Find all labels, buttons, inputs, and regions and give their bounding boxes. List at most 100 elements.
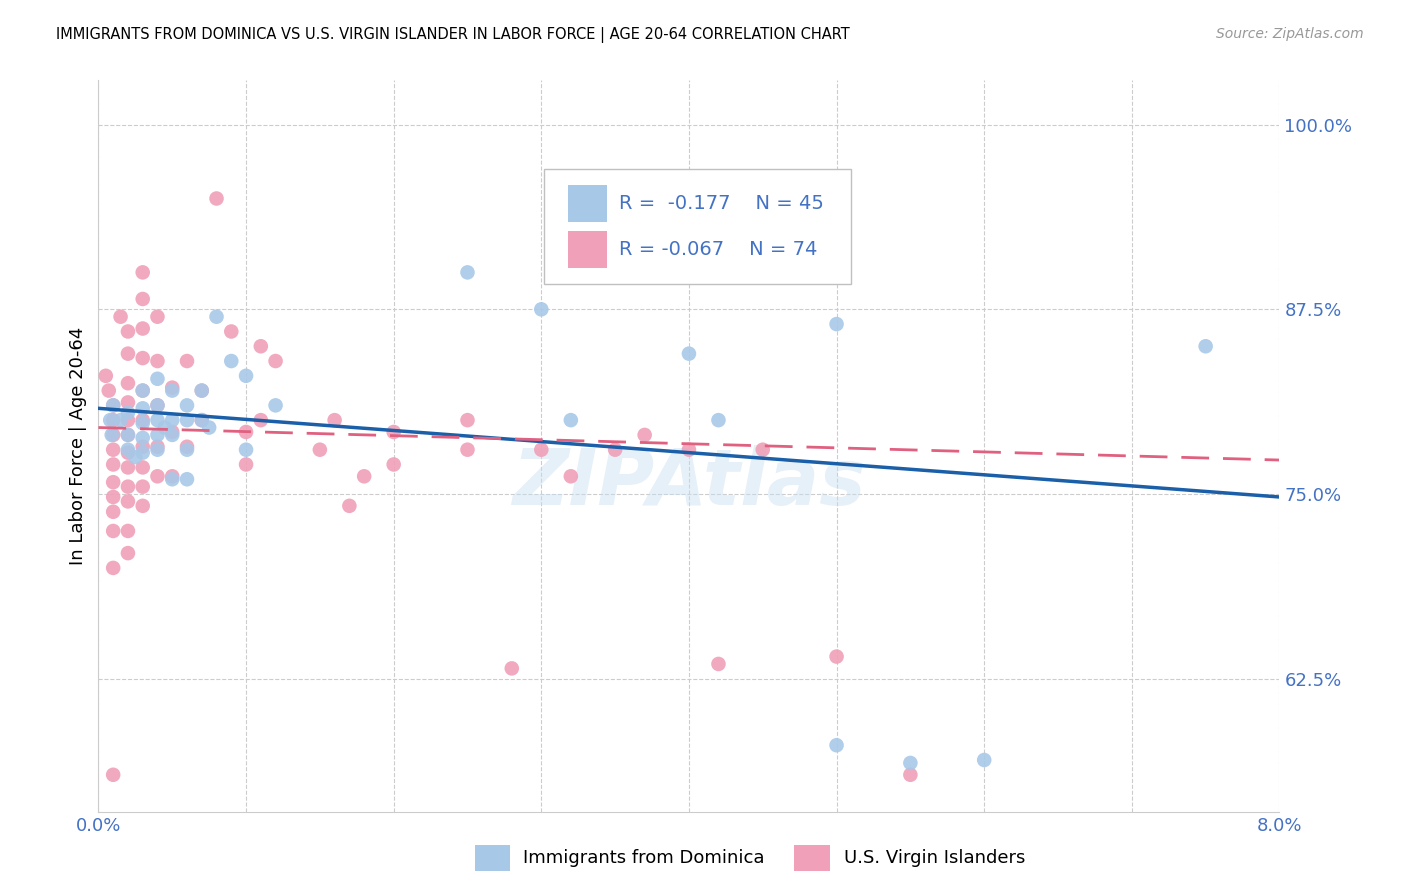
Point bbox=[146, 469, 169, 483]
Point bbox=[98, 413, 121, 427]
Text: ZIPAtlas: ZIPAtlas bbox=[512, 444, 866, 521]
Text: Source: ZipAtlas.com: Source: ZipAtlas.com bbox=[1216, 27, 1364, 41]
Point bbox=[94, 368, 117, 383]
Point bbox=[117, 480, 139, 494]
Point bbox=[146, 428, 169, 442]
Text: IMMIGRANTS FROM DOMINICA VS U.S. VIRGIN ISLANDER IN LABOR FORCE | AGE 20-64 CORR: IMMIGRANTS FROM DOMINICA VS U.S. VIRGIN … bbox=[56, 27, 851, 43]
Point bbox=[501, 661, 523, 675]
Point bbox=[117, 445, 139, 459]
Point bbox=[530, 302, 553, 317]
Text: R =  -0.177    N = 45: R = -0.177 N = 45 bbox=[619, 194, 824, 213]
Point bbox=[103, 490, 125, 504]
Point bbox=[146, 440, 169, 454]
Point bbox=[191, 413, 214, 427]
Point bbox=[250, 413, 273, 427]
Point bbox=[110, 310, 132, 324]
Point bbox=[176, 413, 198, 427]
Point bbox=[176, 442, 198, 457]
Point bbox=[117, 546, 139, 560]
Point bbox=[221, 354, 243, 368]
Point bbox=[117, 460, 139, 475]
Point bbox=[117, 494, 139, 508]
Point bbox=[117, 395, 139, 409]
Point bbox=[146, 372, 169, 386]
Point bbox=[198, 420, 221, 434]
Point bbox=[132, 416, 155, 430]
Point bbox=[132, 265, 155, 279]
Point bbox=[162, 384, 183, 398]
Point bbox=[103, 398, 125, 412]
Point bbox=[382, 425, 405, 439]
Point bbox=[117, 346, 139, 360]
Point bbox=[132, 401, 155, 416]
Point bbox=[103, 768, 125, 782]
Point bbox=[707, 413, 730, 427]
Point bbox=[162, 469, 183, 483]
Point bbox=[560, 469, 582, 483]
Point bbox=[146, 442, 169, 457]
Point bbox=[191, 384, 214, 398]
Point bbox=[103, 413, 125, 427]
Point bbox=[191, 413, 214, 427]
Point bbox=[353, 469, 375, 483]
Point bbox=[205, 192, 228, 206]
Point bbox=[973, 753, 995, 767]
Point bbox=[250, 339, 273, 353]
Point bbox=[132, 384, 155, 398]
Point bbox=[117, 325, 139, 339]
Point bbox=[117, 428, 139, 442]
Point bbox=[117, 406, 139, 420]
Point bbox=[162, 428, 183, 442]
Point bbox=[323, 413, 346, 427]
Point bbox=[530, 442, 553, 457]
Point bbox=[103, 524, 125, 538]
Point bbox=[132, 351, 155, 365]
Point bbox=[900, 768, 922, 782]
Point bbox=[235, 458, 257, 472]
Point bbox=[103, 561, 125, 575]
Point bbox=[457, 265, 479, 279]
Point bbox=[132, 292, 155, 306]
Point bbox=[132, 384, 155, 398]
Point bbox=[900, 756, 922, 770]
Point bbox=[132, 413, 155, 427]
Point bbox=[162, 413, 183, 427]
Point bbox=[117, 428, 139, 442]
Point bbox=[235, 442, 257, 457]
Point bbox=[634, 428, 657, 442]
Point bbox=[146, 413, 169, 427]
Point bbox=[117, 442, 139, 457]
Point bbox=[382, 458, 405, 472]
Point bbox=[146, 310, 169, 324]
Point bbox=[221, 325, 243, 339]
Point bbox=[176, 440, 198, 454]
Point bbox=[162, 472, 183, 486]
Point bbox=[176, 354, 198, 368]
Point bbox=[146, 398, 169, 412]
Point bbox=[176, 472, 198, 486]
Point bbox=[457, 442, 479, 457]
Point bbox=[678, 346, 700, 360]
Point bbox=[132, 445, 155, 459]
Point bbox=[132, 431, 155, 445]
Point bbox=[176, 398, 198, 412]
Point bbox=[103, 398, 125, 412]
Point bbox=[153, 420, 176, 434]
Point bbox=[339, 499, 361, 513]
Point bbox=[825, 738, 848, 752]
Point bbox=[205, 310, 228, 324]
Point bbox=[100, 428, 122, 442]
Point bbox=[264, 398, 287, 412]
Point bbox=[103, 442, 125, 457]
Point bbox=[97, 384, 120, 398]
Point bbox=[162, 425, 183, 439]
Point bbox=[707, 657, 730, 671]
Point bbox=[1195, 339, 1218, 353]
Point bbox=[560, 413, 582, 427]
Point bbox=[117, 413, 139, 427]
Point bbox=[309, 442, 332, 457]
Point bbox=[146, 398, 169, 412]
Point bbox=[103, 428, 125, 442]
Point bbox=[678, 442, 700, 457]
Point bbox=[132, 480, 155, 494]
